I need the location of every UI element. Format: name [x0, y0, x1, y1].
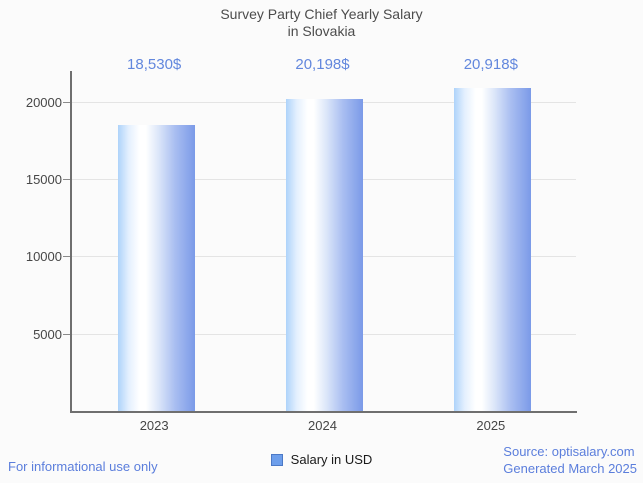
- bar-value-label: 20,918$: [463, 56, 518, 73]
- legend: Salary in USD: [0, 452, 643, 467]
- source-line: Source: optisalary.com: [503, 444, 635, 459]
- y-axis-tick: [63, 256, 70, 258]
- generated-line: Generated March 2025: [503, 461, 637, 476]
- y-axis-label: 20000: [25, 94, 62, 110]
- bar-2025[interactable]: [454, 87, 532, 411]
- x-axis-label: 2024: [308, 418, 337, 433]
- y-axis-tick: [63, 101, 70, 103]
- x-axis-label: 2025: [476, 418, 506, 433]
- y-axis-tick: [63, 179, 70, 181]
- legend-swatch-icon: [270, 453, 283, 466]
- disclaimer-text: For informational use only: [8, 459, 158, 474]
- y-axis-label: 10000: [25, 249, 62, 265]
- plot-area: [63, 71, 577, 413]
- y-axis-label: 5000: [33, 326, 62, 342]
- y-axis-tick: [63, 333, 70, 335]
- bar-2023[interactable]: [117, 124, 195, 411]
- chart-title: Survey Party Chief Yearly Salary in Slov…: [0, 6, 643, 40]
- bar-value-label: 20,198$: [295, 56, 350, 73]
- source-attribution: Source: optisalary.com Generated March 2…: [503, 443, 637, 477]
- y-axis-label: 15000: [25, 172, 62, 188]
- legend-label: Salary in USD: [290, 452, 373, 467]
- bar-value-label: 18,530$: [127, 56, 182, 73]
- bar-2024[interactable]: [286, 98, 363, 411]
- x-axis-label: 2023: [139, 418, 169, 433]
- chart-title-line2: in Slovakia: [287, 23, 356, 39]
- chart-title-line1: Survey Party Chief Yearly Salary: [220, 6, 423, 22]
